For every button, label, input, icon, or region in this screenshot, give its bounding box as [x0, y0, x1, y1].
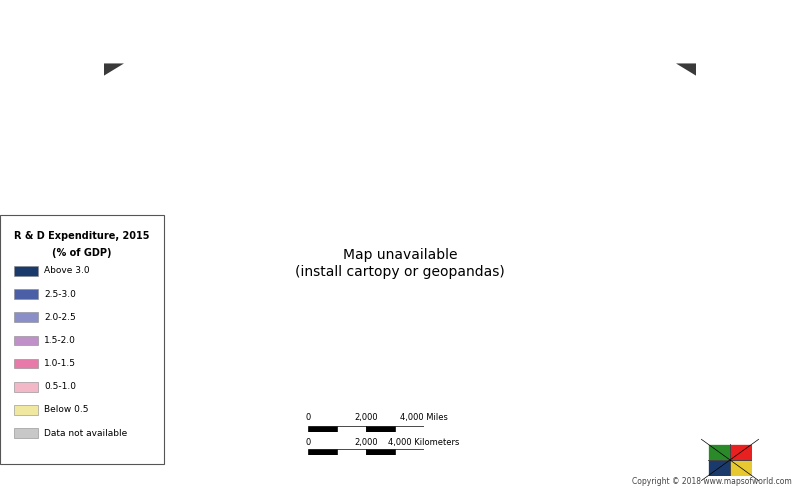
Bar — [730, 444, 752, 460]
Bar — [366, 426, 395, 432]
Text: 0: 0 — [306, 438, 310, 447]
Text: 2.5-3.0: 2.5-3.0 — [44, 289, 76, 299]
Text: 2,000: 2,000 — [354, 413, 378, 422]
Bar — [395, 426, 424, 432]
Text: Which countries spend the most of their GDP: Which countries spend the most of their … — [195, 15, 605, 29]
Text: Below 0.5: Below 0.5 — [44, 406, 89, 414]
Text: 2,000: 2,000 — [354, 438, 378, 447]
Bar — [708, 460, 730, 476]
Bar — [366, 449, 395, 455]
Text: 0: 0 — [306, 413, 310, 422]
Bar — [337, 449, 366, 455]
Bar — [395, 449, 424, 455]
Text: Data not available: Data not available — [44, 428, 127, 438]
Bar — [308, 426, 337, 432]
Text: 1.0-1.5: 1.0-1.5 — [44, 359, 76, 368]
Bar — [337, 426, 366, 432]
Text: Above 3.0: Above 3.0 — [44, 266, 90, 275]
Bar — [708, 444, 730, 460]
Text: (% of GDP): (% of GDP) — [52, 248, 112, 258]
Text: 4,000 Miles: 4,000 Miles — [400, 413, 448, 422]
Text: R & D Expenditure, 2015: R & D Expenditure, 2015 — [14, 231, 150, 241]
Text: Copyright © 2018 www.mapsofworld.com: Copyright © 2018 www.mapsofworld.com — [632, 477, 792, 486]
Text: 4,000 Kilometers: 4,000 Kilometers — [388, 438, 460, 447]
Bar — [308, 449, 337, 455]
Text: 0.5-1.0: 0.5-1.0 — [44, 382, 76, 391]
Bar — [730, 460, 752, 476]
Text: Map unavailable
(install cartopy or geopandas): Map unavailable (install cartopy or geop… — [295, 248, 505, 279]
Text: 2.0-2.5: 2.0-2.5 — [44, 313, 76, 322]
Text: on Research and Development?: on Research and Development? — [257, 39, 543, 54]
Text: 1.5-2.0: 1.5-2.0 — [44, 336, 76, 345]
